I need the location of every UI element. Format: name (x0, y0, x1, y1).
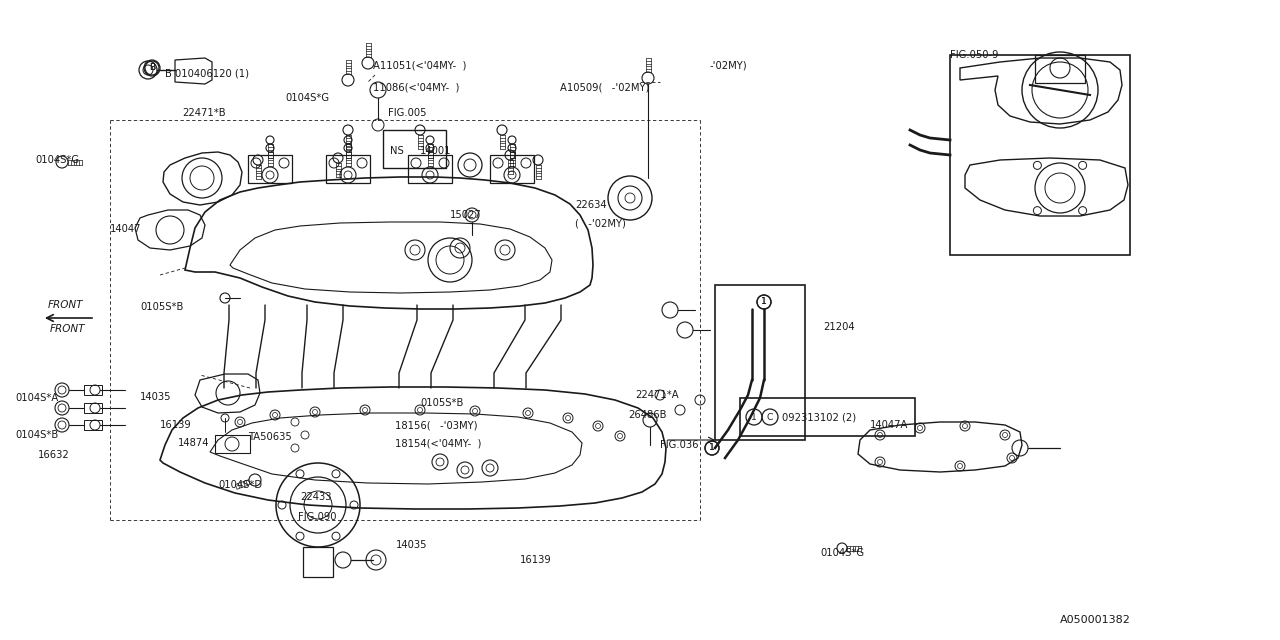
Text: B: B (148, 63, 155, 72)
Text: 18156(   -'03MY): 18156( -'03MY) (396, 420, 477, 430)
Text: 1: 1 (762, 298, 767, 307)
Bar (215, 435, 250, 453)
Text: A11051(<'04MY-  ): A11051(<'04MY- ) (372, 60, 466, 70)
Text: 0104S*A: 0104S*A (15, 393, 59, 403)
Text: 1: 1 (762, 298, 767, 307)
Text: 0104S*G: 0104S*G (820, 548, 864, 558)
Bar (84, 403, 102, 413)
Text: 15027: 15027 (451, 210, 481, 220)
Text: 14047A: 14047A (870, 420, 909, 430)
Text: 14035: 14035 (396, 540, 428, 550)
Bar (408, 155, 452, 183)
Bar (84, 420, 102, 430)
Text: 14874: 14874 (178, 438, 210, 448)
Text: 22433: 22433 (300, 492, 332, 502)
Bar (326, 155, 370, 183)
Text: 16139: 16139 (160, 420, 192, 430)
Text: 22634: 22634 (575, 200, 607, 210)
Text: FIG.090: FIG.090 (298, 512, 337, 522)
Text: 16139: 16139 (520, 555, 552, 565)
Text: 14035: 14035 (140, 392, 172, 402)
Text: 0105S*B: 0105S*B (140, 302, 183, 312)
Text: 1: 1 (709, 444, 714, 452)
Text: FIG.050-9: FIG.050-9 (950, 50, 998, 60)
Text: FRONT: FRONT (50, 324, 86, 334)
Text: B 010406120 (1): B 010406120 (1) (165, 68, 250, 78)
Text: 092313102 (2): 092313102 (2) (782, 412, 856, 422)
Text: 16632: 16632 (38, 450, 69, 460)
Text: 14047: 14047 (110, 224, 142, 234)
Text: -'02MY): -'02MY) (710, 60, 748, 70)
Text: 22471*A: 22471*A (635, 390, 678, 400)
Bar (716, 285, 805, 440)
Text: TA50635: TA50635 (248, 432, 292, 442)
Text: 1: 1 (751, 413, 756, 422)
Text: A050001382: A050001382 (1060, 615, 1130, 625)
Bar (248, 155, 292, 183)
Text: 0104S*G: 0104S*G (285, 93, 329, 103)
Text: 11086(<'04MY-  ): 11086(<'04MY- ) (372, 82, 460, 92)
Text: (   -'02MY): ( -'02MY) (575, 218, 626, 228)
Text: 14001: 14001 (420, 146, 452, 156)
Bar (1036, 55, 1085, 83)
Text: 0105S*B: 0105S*B (420, 398, 463, 408)
Text: 0104S*G: 0104S*G (35, 155, 79, 165)
Text: 18154(<'04MY-  ): 18154(<'04MY- ) (396, 438, 481, 448)
Bar (740, 398, 915, 436)
Text: NS: NS (390, 146, 403, 156)
Text: FIG.036: FIG.036 (660, 440, 699, 450)
Text: A10509(   -'02MY): A10509( -'02MY) (561, 82, 649, 92)
Text: FRONT: FRONT (49, 300, 83, 310)
Bar (84, 385, 102, 395)
Text: FIG.005: FIG.005 (388, 108, 426, 118)
Text: 0104S*D: 0104S*D (218, 480, 262, 490)
Bar (303, 547, 333, 577)
Text: 22471*B: 22471*B (182, 108, 225, 118)
Bar (950, 55, 1130, 255)
Text: 1: 1 (709, 444, 714, 452)
Text: 0104S*B: 0104S*B (15, 430, 59, 440)
Bar (490, 155, 534, 183)
Text: 21204: 21204 (823, 322, 855, 332)
Text: C: C (767, 413, 773, 422)
Bar (383, 130, 445, 168)
Text: B: B (148, 63, 155, 72)
Text: 26486B: 26486B (628, 410, 667, 420)
